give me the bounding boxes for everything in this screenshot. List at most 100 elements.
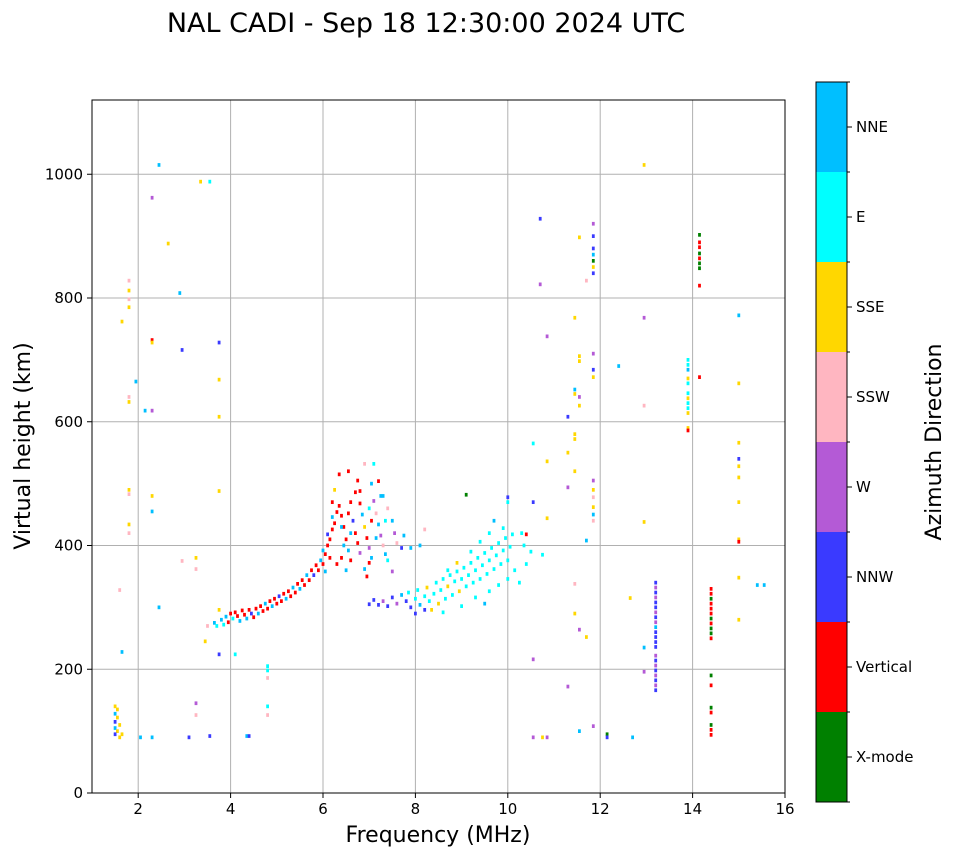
data-point-sse xyxy=(120,319,124,324)
data-point-nnw xyxy=(591,271,595,276)
data-point-sse xyxy=(203,639,207,644)
data-point-nnw xyxy=(386,604,390,608)
y-tick-label: 800 xyxy=(54,289,83,307)
data-point-e xyxy=(441,610,445,615)
data-point-vertical xyxy=(358,501,362,506)
data-point-nne xyxy=(298,587,302,591)
data-point-e xyxy=(481,563,484,568)
data-point-e xyxy=(531,441,535,446)
data-point-sse xyxy=(545,516,549,521)
data-point-sse xyxy=(578,359,581,363)
data-point-vertical xyxy=(377,479,380,483)
data-point-nne xyxy=(402,533,406,538)
data-point-vertical xyxy=(268,599,272,603)
data-point-e xyxy=(686,406,690,410)
data-point-nne xyxy=(113,726,117,730)
data-point-nne xyxy=(418,543,422,548)
data-point-sse xyxy=(150,340,154,345)
data-point-vertical xyxy=(287,589,290,594)
data-point-x-mode xyxy=(698,233,701,237)
data-point-sse xyxy=(686,376,690,381)
data-point-sse xyxy=(116,729,119,733)
data-point-e xyxy=(448,573,452,577)
data-point-nnw xyxy=(654,630,658,634)
grid xyxy=(92,100,786,794)
data-point-sse xyxy=(127,522,131,527)
data-point-e xyxy=(434,580,438,585)
data-point-vertical xyxy=(252,615,256,620)
data-point-e xyxy=(508,544,512,549)
data-point-nne xyxy=(120,650,124,654)
data-point-vertical xyxy=(282,591,286,596)
data-point-nne xyxy=(578,729,581,733)
data-point-vertical xyxy=(330,527,334,532)
data-point-sse xyxy=(591,505,595,509)
data-point-e xyxy=(497,541,500,545)
data-point-nnw xyxy=(377,603,380,607)
colorbar: X-mode Vertical NNW W SSW SSE E NNE xyxy=(815,81,913,803)
data-point-w xyxy=(545,735,549,740)
x-tick-label: 2 xyxy=(133,800,143,818)
data-point-vertical xyxy=(150,338,154,342)
x-tick-label: 6 xyxy=(318,800,328,818)
colorbar-label: SSW xyxy=(856,388,890,406)
data-point-vertical xyxy=(709,591,713,596)
data-point-nne xyxy=(150,509,154,514)
data-point-ssw xyxy=(194,567,198,571)
data-point-e xyxy=(384,518,387,523)
y-tick-label: 0 xyxy=(73,784,83,802)
data-point-e xyxy=(231,616,235,621)
data-point-ssw xyxy=(180,559,184,563)
data-point-nnw xyxy=(372,598,376,602)
data-point-e xyxy=(686,391,690,396)
data-point-sse xyxy=(217,489,221,493)
data-point-x-mode xyxy=(709,723,713,727)
data-point-sse xyxy=(686,411,690,415)
data-point-nne xyxy=(178,291,182,295)
data-point-e xyxy=(494,553,498,558)
data-point-nnw xyxy=(423,608,427,612)
data-point-nne xyxy=(134,379,138,384)
data-point-sse xyxy=(150,494,154,498)
data-point-nne xyxy=(150,735,154,740)
data-point-sse xyxy=(573,392,577,396)
data-point-w xyxy=(367,546,371,550)
data-point-e xyxy=(432,591,436,596)
data-point-w xyxy=(654,610,658,615)
data-point-nne xyxy=(344,568,348,573)
data-point-x-mode xyxy=(709,626,713,631)
data-point-vertical xyxy=(698,375,701,379)
data-point-nnw xyxy=(506,495,510,500)
data-point-vertical xyxy=(275,601,279,606)
data-point-w xyxy=(591,724,595,728)
data-point-x-mode xyxy=(709,631,713,636)
y-axis: 0 200 400 600 800 1000 xyxy=(45,165,92,802)
data-point-sse xyxy=(446,584,450,589)
data-point-e xyxy=(414,596,417,601)
colorbar-segment-nnw xyxy=(816,532,847,622)
data-point-sse xyxy=(628,596,632,600)
data-point-vertical xyxy=(354,490,357,495)
data-point-sse xyxy=(545,459,549,464)
data-point-nnw xyxy=(654,678,658,683)
data-point-nne xyxy=(270,604,274,608)
data-point-nnw xyxy=(654,635,658,639)
data-point-nne xyxy=(305,573,309,577)
data-point-nne xyxy=(340,525,343,529)
data-point-nne xyxy=(591,512,595,517)
data-point-e xyxy=(483,551,487,555)
data-point-e xyxy=(215,624,219,628)
data-point-w xyxy=(545,334,549,339)
data-point-sse xyxy=(573,432,577,436)
data-point-e xyxy=(504,536,507,540)
data-point-x-mode xyxy=(709,705,713,710)
data-point-nnw xyxy=(367,602,371,607)
data-point-nnw xyxy=(217,652,221,657)
data-point-e xyxy=(407,590,410,595)
data-point-w xyxy=(578,627,581,632)
y-tick-label: 600 xyxy=(54,413,83,431)
data-point-vertical xyxy=(342,525,346,529)
data-point-nnw xyxy=(654,688,658,693)
data-point-vertical xyxy=(307,578,311,582)
data-point-vertical xyxy=(247,608,251,612)
